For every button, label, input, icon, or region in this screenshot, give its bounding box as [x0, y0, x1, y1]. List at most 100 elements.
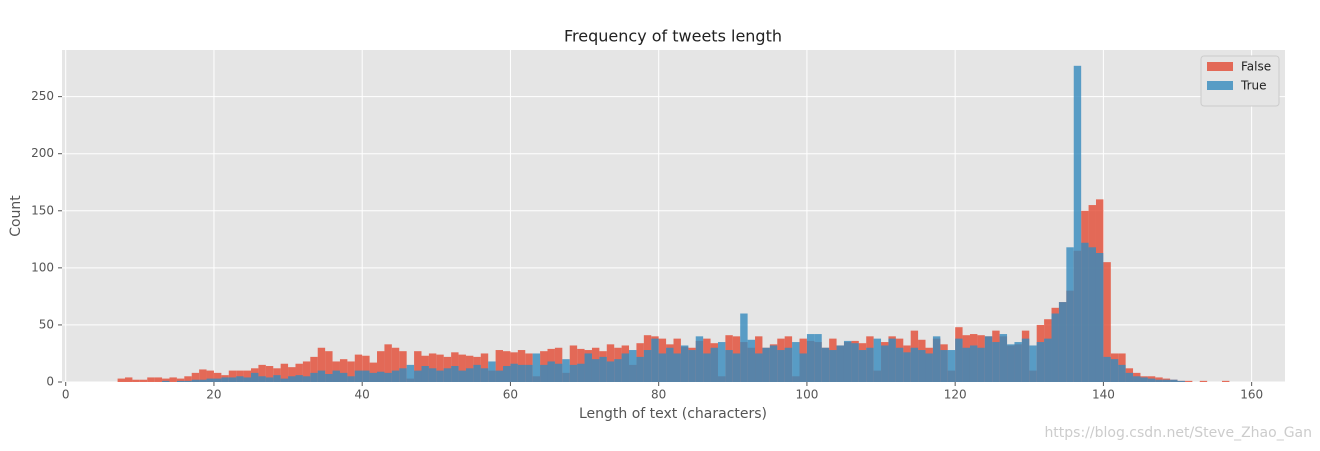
bar — [725, 350, 733, 382]
bar — [384, 344, 392, 382]
bar — [280, 363, 289, 382]
bar — [206, 370, 214, 382]
bar — [191, 372, 200, 382]
bar — [139, 379, 148, 382]
bar — [1066, 247, 1074, 382]
bar — [414, 370, 422, 382]
bar — [236, 376, 244, 382]
bar — [1125, 372, 1134, 382]
y-tick-label: 200 — [31, 146, 54, 160]
bar — [762, 347, 770, 382]
bar — [488, 361, 496, 382]
bar — [1162, 379, 1171, 382]
bar — [406, 364, 415, 382]
bar — [162, 380, 170, 382]
bar — [465, 368, 474, 382]
bar — [399, 368, 407, 382]
x-tick-label: 20 — [206, 388, 221, 402]
bar — [910, 347, 919, 382]
bar — [999, 334, 1008, 382]
y-tick-label: 100 — [31, 260, 54, 274]
bar — [436, 354, 444, 382]
bar — [436, 370, 444, 382]
bar — [525, 364, 533, 382]
bar — [821, 347, 830, 382]
legend-label: False — [1241, 60, 1271, 74]
x-tick-label: 160 — [1240, 388, 1263, 402]
bar — [1095, 253, 1104, 382]
y-tick-label: 50 — [39, 317, 54, 331]
bar — [666, 347, 674, 382]
bar — [1221, 380, 1230, 382]
x-tick-label: 100 — [795, 388, 818, 402]
bar — [569, 345, 578, 382]
bar — [1044, 338, 1052, 382]
bar — [347, 376, 355, 382]
bar — [599, 356, 607, 382]
bar — [777, 350, 785, 382]
bar — [362, 370, 370, 382]
bar — [747, 339, 756, 382]
bar — [265, 377, 274, 382]
bar — [858, 350, 867, 382]
bar — [717, 342, 726, 382]
bar — [947, 350, 956, 382]
bar — [428, 368, 437, 382]
bar — [1184, 380, 1193, 382]
bar — [428, 353, 437, 382]
bar — [1081, 242, 1089, 382]
bar — [1036, 342, 1045, 382]
bar — [540, 364, 548, 382]
bar — [829, 350, 837, 382]
bar — [354, 354, 363, 382]
bar — [132, 379, 140, 382]
bar — [547, 361, 555, 382]
bar — [836, 345, 844, 382]
bar — [569, 364, 578, 382]
bar — [302, 376, 311, 382]
bar — [228, 377, 237, 382]
bar — [265, 366, 274, 382]
bar — [740, 313, 748, 382]
bar — [606, 361, 615, 382]
bar — [1058, 302, 1067, 382]
bar — [843, 340, 852, 382]
bar — [302, 361, 311, 382]
bar — [510, 363, 518, 382]
y-axis-label: Count — [8, 195, 24, 237]
bar — [317, 347, 326, 382]
bar — [732, 353, 741, 382]
x-tick-label: 60 — [503, 388, 518, 402]
bar — [451, 366, 459, 382]
bar — [710, 347, 718, 382]
bar — [117, 378, 126, 382]
bar — [458, 354, 466, 382]
bar — [1199, 380, 1208, 382]
bar — [251, 372, 259, 382]
bar — [377, 371, 385, 382]
bar — [873, 338, 882, 382]
bar — [332, 370, 340, 382]
bar — [443, 368, 452, 382]
bar — [295, 375, 303, 382]
bar — [184, 376, 192, 382]
bar — [636, 356, 644, 382]
y-tick-label: 0 — [46, 375, 54, 389]
bar — [480, 353, 489, 382]
bar — [792, 342, 800, 382]
bar — [992, 342, 1000, 382]
bar — [354, 370, 363, 382]
bar — [1103, 262, 1111, 382]
bar — [755, 353, 763, 382]
bar — [221, 377, 229, 382]
bar — [517, 364, 526, 382]
bar — [895, 347, 904, 382]
bar — [258, 364, 266, 382]
bar — [658, 353, 667, 382]
bar — [310, 372, 318, 382]
bar — [1029, 345, 1037, 382]
bar — [258, 376, 266, 382]
bar — [213, 372, 222, 382]
bar — [629, 350, 637, 382]
